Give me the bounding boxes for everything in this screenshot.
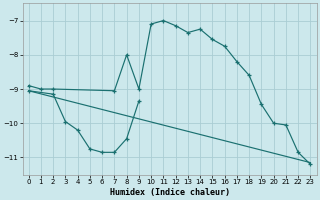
X-axis label: Humidex (Indice chaleur): Humidex (Indice chaleur) (109, 188, 229, 197)
